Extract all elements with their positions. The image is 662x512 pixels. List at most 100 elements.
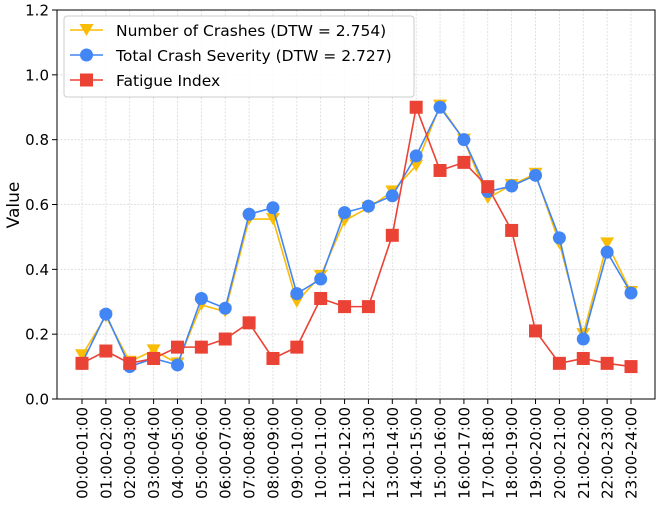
data-point xyxy=(624,360,638,374)
x-tick-label: 21:00-22:00 xyxy=(575,407,593,499)
legend-label: Fatigue Index xyxy=(116,72,220,90)
data-point xyxy=(170,340,184,354)
data-point xyxy=(242,316,256,330)
data-point xyxy=(409,149,423,163)
x-tick-label: 15:00-16:00 xyxy=(432,407,450,499)
data-point xyxy=(361,300,375,314)
data-point xyxy=(361,199,375,213)
x-tick-label: 07:00-08:00 xyxy=(241,407,259,499)
data-point xyxy=(75,349,89,362)
x-tick-label: 08:00-09:00 xyxy=(264,407,282,499)
data-point xyxy=(409,100,423,114)
data-point xyxy=(600,245,614,259)
legend-entry: Total Crash Severity (DTW = 2.727) xyxy=(70,47,392,65)
data-point xyxy=(266,351,280,365)
y-tick-label: 1.0 xyxy=(25,66,49,84)
x-tick-label: 18:00-19:00 xyxy=(503,407,521,499)
x-tick-label: 16:00-17:00 xyxy=(455,407,473,499)
data-point xyxy=(457,133,471,147)
data-point xyxy=(170,358,184,372)
series-square xyxy=(75,100,638,374)
x-tick-label: 19:00-20:00 xyxy=(527,407,545,499)
triangle-down-icon xyxy=(79,24,94,36)
y-tick-label: 0.0 xyxy=(25,391,49,409)
y-axis-label: Value xyxy=(4,182,24,229)
data-point xyxy=(218,301,232,315)
data-point xyxy=(314,292,328,306)
data-point xyxy=(99,344,113,358)
data-point xyxy=(99,307,113,321)
data-point xyxy=(457,155,471,169)
data-point xyxy=(314,272,328,286)
x-tick-label: 04:00-05:00 xyxy=(169,407,187,499)
x-axis: 00:00-01:00 01:00-02:00 02:00-03:00 03:00-0… xyxy=(74,399,641,499)
x-tick-label: 03:00-04:00 xyxy=(145,407,163,499)
x-tick-label: 14:00-15:00 xyxy=(408,407,426,499)
x-tick-label: 02:00-03:00 xyxy=(121,407,139,499)
legend-entry: Number of Crashes (DTW = 2.754) xyxy=(70,22,386,40)
data-point xyxy=(265,213,280,226)
data-point xyxy=(433,100,447,114)
data-point xyxy=(600,237,615,250)
data-point xyxy=(242,207,256,221)
series-line xyxy=(81,104,632,368)
x-tick-label: 22:00-23:00 xyxy=(599,407,617,499)
y-tick-label: 0.8 xyxy=(25,131,49,149)
data-point xyxy=(338,300,352,314)
data-point xyxy=(385,189,399,203)
x-tick-label: 20:00-21:00 xyxy=(551,407,569,499)
data-point xyxy=(147,351,161,365)
data-point xyxy=(123,356,137,370)
square-icon xyxy=(80,73,93,87)
x-tick-label: 01:00-02:00 xyxy=(97,407,115,499)
data-point xyxy=(290,287,304,301)
data-point xyxy=(194,340,208,354)
data-point xyxy=(552,356,566,370)
data-point xyxy=(75,356,89,370)
data-point xyxy=(529,168,543,182)
y-axis: 0.0 0.2 0.4 0.6 0.8 1.0 1.2 xyxy=(25,2,57,409)
circle-icon xyxy=(80,48,93,62)
data-point xyxy=(624,286,638,300)
x-tick-label: 23:00-24:00 xyxy=(623,407,641,499)
y-tick-label: 0.2 xyxy=(25,326,49,344)
y-tick-label: 0.4 xyxy=(25,261,49,279)
x-tick-label: 12:00-13:00 xyxy=(360,407,378,499)
data-point xyxy=(146,344,161,357)
series-layer xyxy=(75,99,638,374)
data-point xyxy=(600,356,614,370)
legend: Number of Crashes (DTW = 2.754) Total Cra… xyxy=(63,15,415,98)
legend-box xyxy=(63,15,415,98)
x-tick-label: 10:00-11:00 xyxy=(312,407,330,499)
data-point xyxy=(576,351,590,365)
data-point xyxy=(505,223,519,237)
data-point xyxy=(529,324,543,338)
x-tick-label: 13:00-14:00 xyxy=(384,407,402,499)
data-point xyxy=(433,163,447,177)
data-point xyxy=(290,340,304,354)
series-line xyxy=(81,105,632,368)
data-point xyxy=(552,231,566,245)
series-circle xyxy=(75,100,638,374)
x-tick-label: 09:00-10:00 xyxy=(288,407,306,499)
data-point xyxy=(218,332,232,346)
x-tick-label: 17:00-18:00 xyxy=(479,407,497,499)
series-triangle-down xyxy=(75,99,638,370)
legend-label: Total Crash Severity (DTW = 2.727) xyxy=(115,47,392,65)
legend-entry: Fatigue Index xyxy=(70,72,220,90)
y-tick-label: 1.2 xyxy=(25,2,49,20)
data-point xyxy=(338,206,352,220)
series-line xyxy=(81,103,632,365)
x-tick-label: 05:00-06:00 xyxy=(193,407,211,499)
data-point xyxy=(576,332,590,346)
data-point xyxy=(481,180,495,194)
data-point xyxy=(385,228,399,242)
data-point xyxy=(266,201,280,215)
data-point xyxy=(505,179,519,193)
x-tick-label: 06:00-07:00 xyxy=(217,407,235,499)
x-tick-label: 00:00-01:00 xyxy=(74,407,92,499)
legend-label: Number of Crashes (DTW = 2.754) xyxy=(116,22,386,40)
data-point xyxy=(194,292,208,306)
y-tick-label: 0.6 xyxy=(25,196,49,214)
